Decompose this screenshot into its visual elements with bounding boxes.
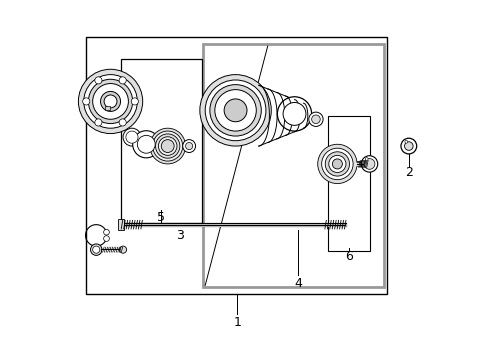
Circle shape xyxy=(224,99,246,122)
Bar xyxy=(85,37,386,294)
Circle shape xyxy=(125,131,138,143)
Circle shape xyxy=(321,148,352,180)
Circle shape xyxy=(404,140,407,143)
Circle shape xyxy=(131,98,138,105)
Circle shape xyxy=(404,142,412,150)
Circle shape xyxy=(200,75,271,146)
Text: 4: 4 xyxy=(294,277,302,290)
Circle shape xyxy=(93,246,100,253)
Circle shape xyxy=(132,131,160,158)
Circle shape xyxy=(95,77,102,84)
Text: 6: 6 xyxy=(344,250,352,263)
Circle shape xyxy=(332,159,342,169)
Text: 3: 3 xyxy=(176,229,184,242)
Circle shape xyxy=(277,97,311,131)
Circle shape xyxy=(152,131,183,161)
Circle shape xyxy=(214,90,256,131)
Bar xyxy=(328,116,369,251)
Bar xyxy=(203,44,383,287)
Text: 2: 2 xyxy=(404,166,412,179)
Circle shape xyxy=(283,103,305,125)
Circle shape xyxy=(308,112,323,126)
Circle shape xyxy=(185,143,192,150)
Circle shape xyxy=(325,152,349,176)
Circle shape xyxy=(364,158,374,169)
Circle shape xyxy=(183,140,195,153)
Circle shape xyxy=(155,134,180,158)
Circle shape xyxy=(82,98,90,105)
Circle shape xyxy=(103,236,109,242)
Circle shape xyxy=(119,77,126,84)
Circle shape xyxy=(158,137,177,156)
Circle shape xyxy=(95,119,102,126)
Circle shape xyxy=(101,91,121,111)
Text: 5: 5 xyxy=(156,211,164,224)
Circle shape xyxy=(149,128,185,164)
Circle shape xyxy=(400,138,416,154)
Circle shape xyxy=(103,229,109,235)
Circle shape xyxy=(78,69,142,134)
Circle shape xyxy=(119,246,126,253)
Circle shape xyxy=(137,135,155,153)
Circle shape xyxy=(119,119,126,126)
Circle shape xyxy=(311,115,320,123)
Circle shape xyxy=(328,156,345,172)
Circle shape xyxy=(365,157,367,160)
Circle shape xyxy=(209,85,261,136)
Circle shape xyxy=(205,80,265,141)
Circle shape xyxy=(90,244,102,255)
Bar xyxy=(105,106,110,111)
Circle shape xyxy=(317,144,356,184)
Circle shape xyxy=(123,128,141,146)
Circle shape xyxy=(88,79,132,123)
Circle shape xyxy=(161,140,174,153)
Circle shape xyxy=(104,95,117,108)
Circle shape xyxy=(83,75,137,128)
Text: 1: 1 xyxy=(233,316,241,329)
Bar xyxy=(121,59,201,223)
Bar xyxy=(118,219,124,230)
Circle shape xyxy=(93,84,128,119)
Circle shape xyxy=(361,156,377,172)
